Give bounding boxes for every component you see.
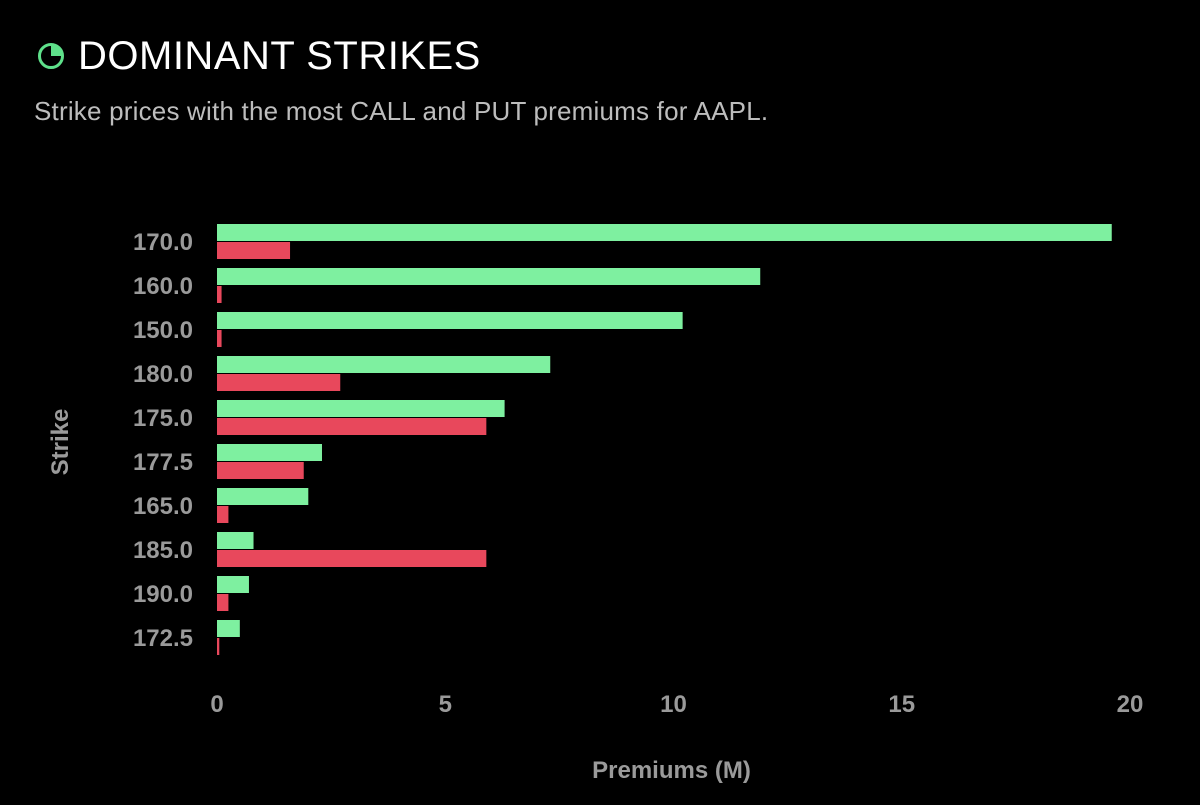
x-axis-title: Premiums (M) [592,757,751,784]
y-tick-label: 172.5 [133,625,193,652]
y-tick-label: 190.0 [133,581,193,608]
y-tick-label: 185.0 [133,537,193,564]
put-bar-180-0[interactable] [217,374,341,391]
y-tick-label: 170.0 [133,229,193,256]
put-bar-170-0[interactable] [217,242,291,259]
put-bar-150-0[interactable] [217,330,222,347]
call-bar-150-0[interactable] [217,312,683,329]
put-bar-172-5[interactable] [217,638,220,655]
call-bar-172-5[interactable] [217,620,240,637]
x-tick-label: 10 [660,691,687,718]
put-bar-190-0[interactable] [217,594,229,611]
x-tick-label: 0 [210,691,223,718]
call-bar-165-0[interactable] [217,488,309,505]
y-axis-title: Strike [47,409,74,476]
call-bar-170-0[interactable] [217,224,1112,241]
call-bar-160-0[interactable] [217,268,761,285]
put-bar-185-0[interactable] [217,550,487,567]
x-tick-label: 15 [888,691,915,718]
put-bar-160-0[interactable] [217,286,222,303]
x-tick-labels: 0 5 10 15 20 [210,691,1143,718]
call-bar-180-0[interactable] [217,356,551,373]
y-tick-label: 177.5 [133,449,193,476]
put-bar-177-5[interactable] [217,462,304,479]
page-subtitle: Strike prices with the most CALL and PUT… [34,96,769,126]
call-bar-175-0[interactable] [217,400,505,417]
put-bar-175-0[interactable] [217,418,487,435]
call-bar-190-0[interactable] [217,576,249,593]
call-bar-177-5[interactable] [217,444,322,461]
y-tick-label: 150.0 [133,317,193,344]
y-tick-labels: 170.0 160.0 150.0 180.0 175.0 177.5 165.0 185.0… [133,229,193,652]
chart-header: DOMINANT STRIKES Strike prices with the … [34,30,1180,127]
y-tick-label: 165.0 [133,493,193,520]
pie-chart-icon [34,39,68,73]
call-bar-185-0[interactable] [217,532,254,549]
x-tick-label: 5 [439,691,452,718]
title-row: DOMINANT STRIKES [34,30,1180,82]
put-bar-165-0[interactable] [217,506,229,523]
x-tick-label: 20 [1117,691,1144,718]
y-tick-label: 175.0 [133,405,193,432]
y-tick-label: 180.0 [133,361,193,388]
bars-group [217,224,1112,655]
page-title: DOMINANT STRIKES [78,34,481,78]
y-tick-label: 160.0 [133,273,193,300]
